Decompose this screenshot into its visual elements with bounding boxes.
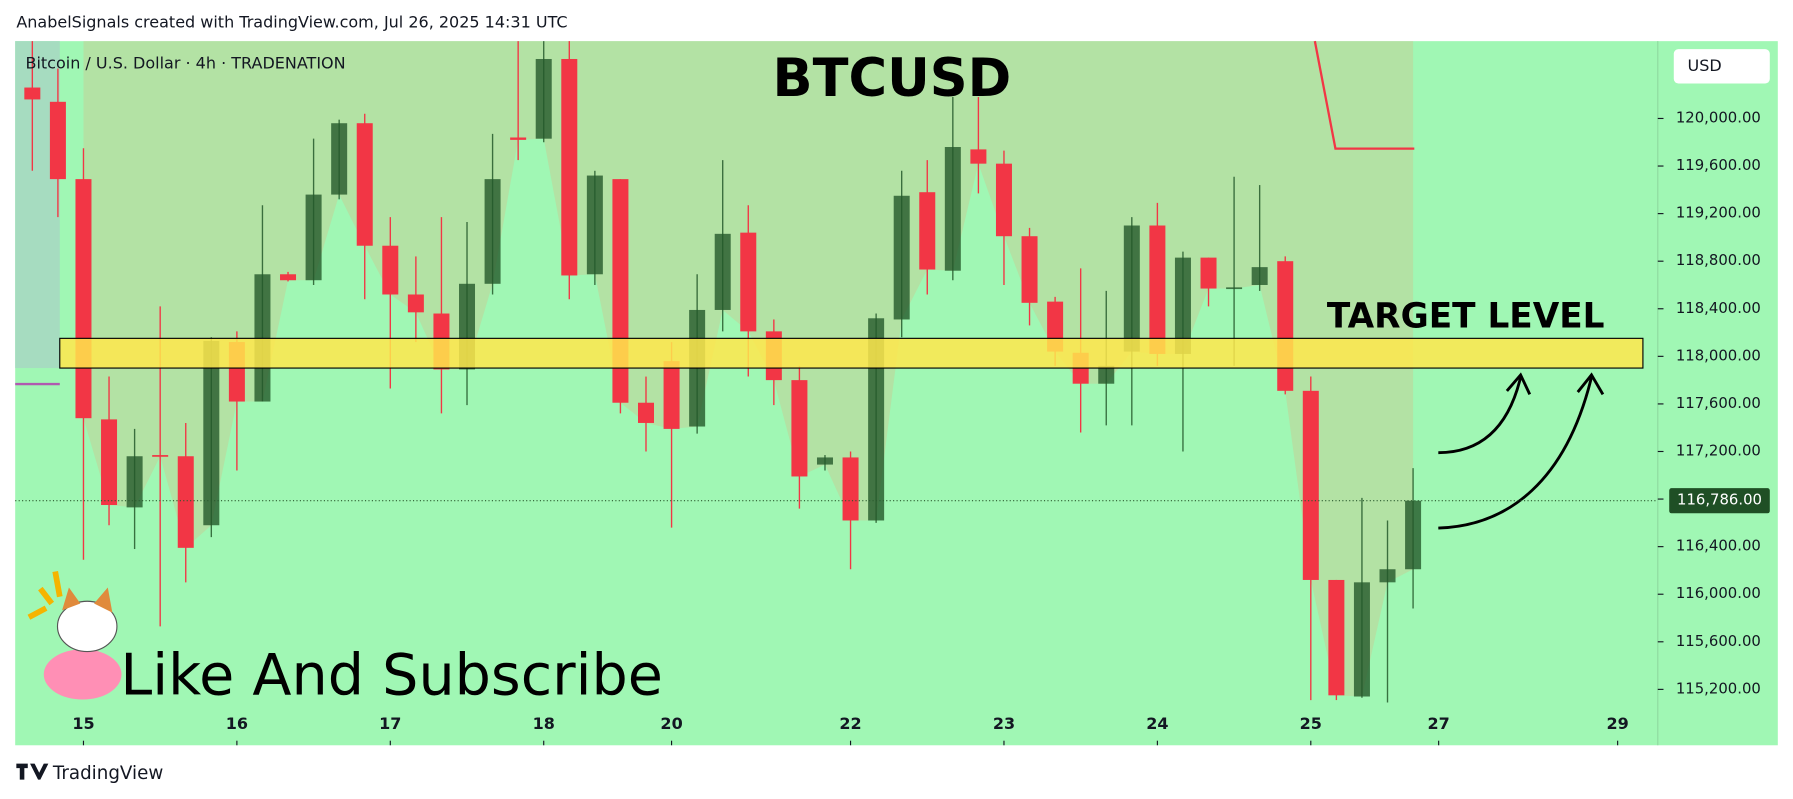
x-tick-label: 29	[1607, 714, 1629, 733]
candle-body	[382, 245, 399, 295]
annotation: TARGET LEVEL	[1327, 296, 1605, 336]
candle-body	[126, 456, 143, 508]
y-tick-label: 115,200.00	[1676, 679, 1761, 697]
brand-logo	[16, 763, 49, 780]
candle-body	[1353, 582, 1370, 697]
candle-body	[714, 233, 731, 310]
candle-body	[944, 147, 961, 271]
candle-body	[663, 361, 680, 429]
y-tick-label: 116,000.00	[1676, 584, 1761, 602]
candle-body	[331, 123, 348, 195]
candle-body	[1405, 500, 1422, 570]
mascot-body	[43, 649, 122, 700]
candle-body	[1379, 569, 1396, 583]
candle-body	[75, 179, 92, 419]
candle-body	[535, 58, 552, 139]
y-tick-label: 118,000.00	[1676, 346, 1761, 364]
candle-body	[152, 455, 169, 457]
shade-area	[83, 41, 1414, 697]
x-tick-label: 18	[533, 714, 555, 733]
overlay-text: Like And Subscribe	[120, 643, 663, 709]
arrow	[1438, 376, 1593, 530]
candle-body	[305, 194, 322, 281]
x-tick-label: 16	[226, 714, 248, 733]
candle-body	[177, 456, 194, 548]
candle-body	[1021, 236, 1038, 303]
mascot	[27, 571, 122, 700]
header: AnabelSignals created with TradingView.c…	[16, 12, 567, 31]
candle-body	[49, 101, 66, 180]
candle-body	[970, 149, 987, 164]
candle-body	[1251, 267, 1268, 285]
candle-body	[842, 457, 859, 521]
x-tick-label: 25	[1300, 714, 1322, 733]
candle-body	[868, 318, 885, 521]
candle-body	[740, 232, 757, 332]
plot-background	[15, 41, 1778, 746]
candle-body	[1098, 365, 1115, 384]
x-tick-label: 17	[379, 714, 401, 733]
candle-body	[612, 179, 629, 403]
x-tick-label: 15	[72, 714, 94, 733]
candle-body	[1328, 579, 1345, 696]
candle-body	[816, 457, 833, 465]
candle-body	[24, 87, 41, 100]
price-box	[1669, 488, 1770, 514]
x-tick-label: 27	[1428, 714, 1450, 733]
chart-title: BTCUSD	[773, 48, 1012, 109]
arrow	[1438, 376, 1523, 455]
candle-body	[1149, 225, 1166, 354]
mascot-head	[56, 600, 118, 653]
candle-body	[637, 402, 654, 423]
candle-body	[280, 274, 297, 281]
candle-body	[1226, 287, 1243, 290]
candle-body	[919, 192, 936, 270]
y-tick-label: 120,000.00	[1676, 108, 1761, 126]
y-tick-label: 117,200.00	[1676, 441, 1761, 459]
y-tick-label: 118,800.00	[1676, 251, 1761, 269]
x-tick-label: 23	[993, 714, 1015, 733]
brand: TradingView	[52, 763, 163, 784]
x-tick-label: 22	[839, 714, 861, 733]
candle-body	[995, 163, 1012, 237]
currency-label: USD	[1687, 56, 1721, 75]
candle-body	[1123, 225, 1140, 352]
candle-body	[1174, 257, 1191, 354]
candle-body	[893, 195, 910, 320]
candle-body	[407, 294, 424, 313]
x-tick-label: 20	[660, 714, 682, 733]
candle-body	[356, 123, 373, 246]
y-tick-label: 115,600.00	[1676, 632, 1761, 650]
x-tick-label: 24	[1146, 714, 1168, 733]
arrow-head	[1576, 372, 1605, 396]
mascot-ears	[62, 587, 113, 613]
target-zone	[59, 337, 1644, 369]
candle-body	[586, 175, 603, 275]
candle-body	[1200, 257, 1217, 289]
candle-body	[510, 137, 527, 140]
candle-body	[1277, 261, 1294, 391]
candle-body	[561, 58, 578, 276]
candle-body	[791, 380, 808, 477]
y-tick-label: 119,600.00	[1676, 156, 1761, 174]
arrow-head	[1505, 372, 1532, 395]
sparkle	[27, 571, 63, 620]
y-tick-label: 118,400.00	[1676, 299, 1761, 317]
price-label: 116,786.00	[1677, 491, 1762, 509]
symbol-label: Bitcoin / U.S. Dollar · 4h · TRADENATION	[25, 54, 345, 73]
indicator-line	[1313, 40, 1415, 150]
candle-body	[101, 419, 118, 506]
currency-box	[1673, 49, 1770, 84]
candle-body	[203, 340, 220, 526]
candle-body	[1302, 390, 1319, 580]
y-tick-label: 119,200.00	[1676, 204, 1761, 222]
candle-body	[484, 179, 501, 284]
y-tick-label: 117,600.00	[1676, 394, 1761, 412]
y-tick-label: 116,400.00	[1676, 537, 1761, 555]
